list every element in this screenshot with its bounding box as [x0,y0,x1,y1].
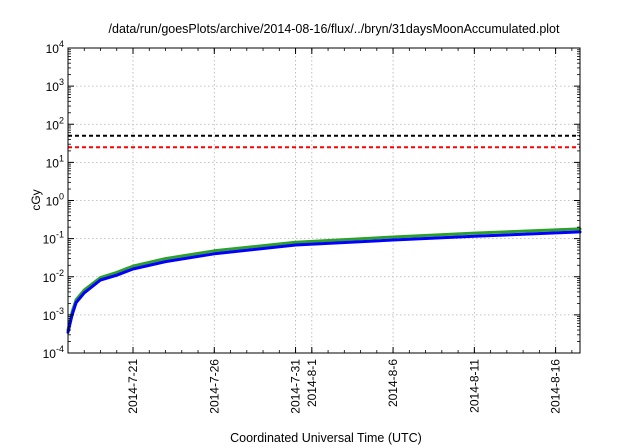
y-tick-exponent: 4 [59,39,64,49]
data-series [66,227,582,334]
series-2-point [74,301,78,304]
series-2-point [131,267,135,271]
x-tick-label: 2014-7-26 [207,359,221,414]
x-tick-label: 2014-7-31 [289,359,303,414]
series-1-point [213,249,216,252]
series-1-point [164,257,167,260]
series-1-point [99,276,102,279]
series-1-point [131,264,135,268]
y-tick-exponent: 2 [59,115,64,125]
series-1-point [115,271,118,274]
x-tick-label: 2014-8-6 [386,359,400,407]
y-axis-label: cGy [29,189,43,210]
grid-lines [68,48,580,353]
series-2-point [115,273,118,277]
x-axis-label: Coordinated Universal Time (UTC) [230,431,422,445]
chart-title: /data/run/goesPlots/archive/2014-08-16/f… [109,22,560,36]
y-tick-exponent: 1 [59,153,64,163]
x-tick-label: 2014-7-21 [126,359,140,414]
reference-lines [68,134,580,149]
y-tick-exponent: -1 [56,230,64,240]
series-2-point [164,260,167,263]
series-1-point [473,231,476,235]
series-1-point [391,235,395,239]
x-tick-label: 2014-8-11 [467,359,481,413]
y-tick-exponent: -4 [56,344,64,354]
series-2-point [83,291,86,294]
x-axis: 2014-7-21 2014-7-26 2014-7-31 2014-8-1 2014-… [67,48,573,414]
y-tick-exponent: -3 [56,306,64,316]
series-2-point [473,235,476,238]
series-2-point [391,238,395,242]
series-2-point [294,243,297,247]
series-1-point [294,241,297,244]
x-tick-label: 2014-8-1 [305,359,319,407]
y-tick-exponent: 0 [59,192,64,202]
y-tick-exponent: 3 [59,77,64,87]
series-2-point [213,252,216,255]
y-tick-exponent: -2 [56,268,64,278]
series-2-point [99,278,102,282]
x-tick-label: 2014-8-16 [549,359,563,414]
